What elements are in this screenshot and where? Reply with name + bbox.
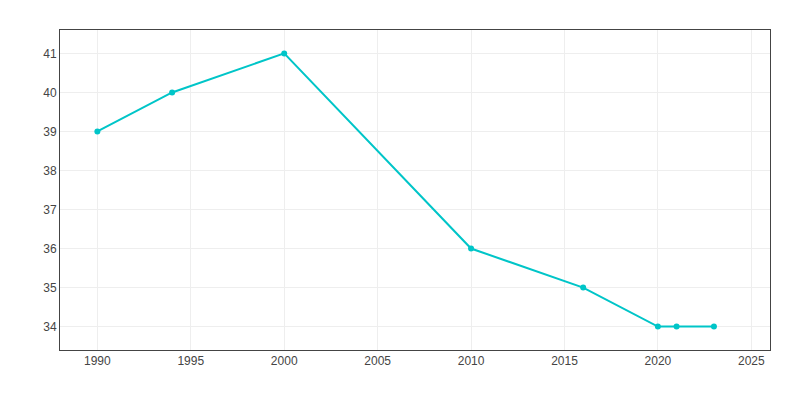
svg-text:1995: 1995: [177, 354, 204, 368]
svg-text:38: 38: [43, 164, 57, 178]
svg-text:2000: 2000: [271, 354, 298, 368]
svg-text:39: 39: [43, 125, 57, 139]
svg-text:35: 35: [43, 281, 57, 295]
svg-text:41: 41: [43, 47, 57, 61]
svg-text:2005: 2005: [364, 354, 391, 368]
svg-text:2025: 2025: [738, 354, 765, 368]
svg-text:40: 40: [43, 86, 57, 100]
svg-text:36: 36: [43, 242, 57, 256]
svg-text:2015: 2015: [551, 354, 578, 368]
svg-text:2020: 2020: [645, 354, 672, 368]
svg-text:34: 34: [43, 320, 57, 334]
svg-text:37: 37: [43, 203, 57, 217]
svg-text:1990: 1990: [84, 354, 111, 368]
svg-text:2010: 2010: [458, 354, 485, 368]
